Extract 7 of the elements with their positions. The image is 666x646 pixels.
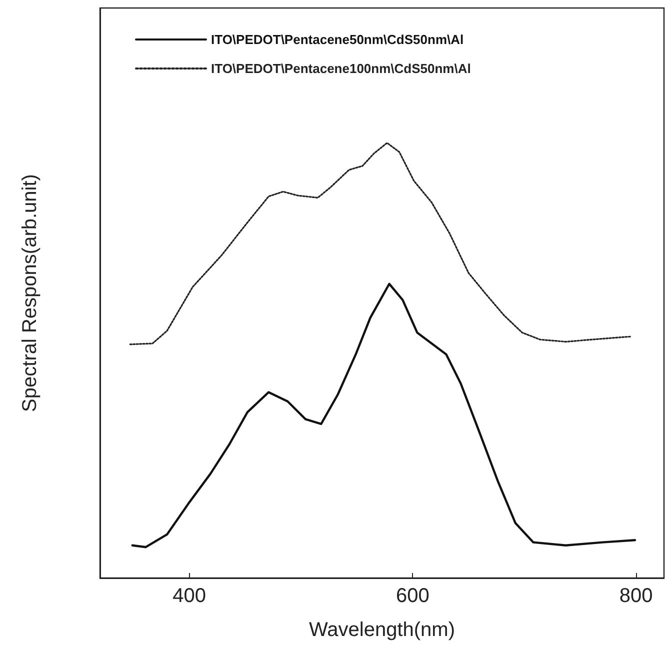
text: ITO\PEDOT\Pentacene50nm\CdS50nm\Al xyxy=(211,32,464,47)
x-axis-title: Wavelength(nm) xyxy=(309,619,455,641)
text: ITO\PEDOT\Pentacene100nm\CdS50nm\Al xyxy=(211,61,471,76)
x-tick-label: 400 xyxy=(172,585,206,607)
y-axis-title: Spectral Respons(arb.unit) xyxy=(19,174,41,412)
x-tick-label: 800 xyxy=(619,585,653,607)
x-tick-label: 600 xyxy=(396,585,430,607)
